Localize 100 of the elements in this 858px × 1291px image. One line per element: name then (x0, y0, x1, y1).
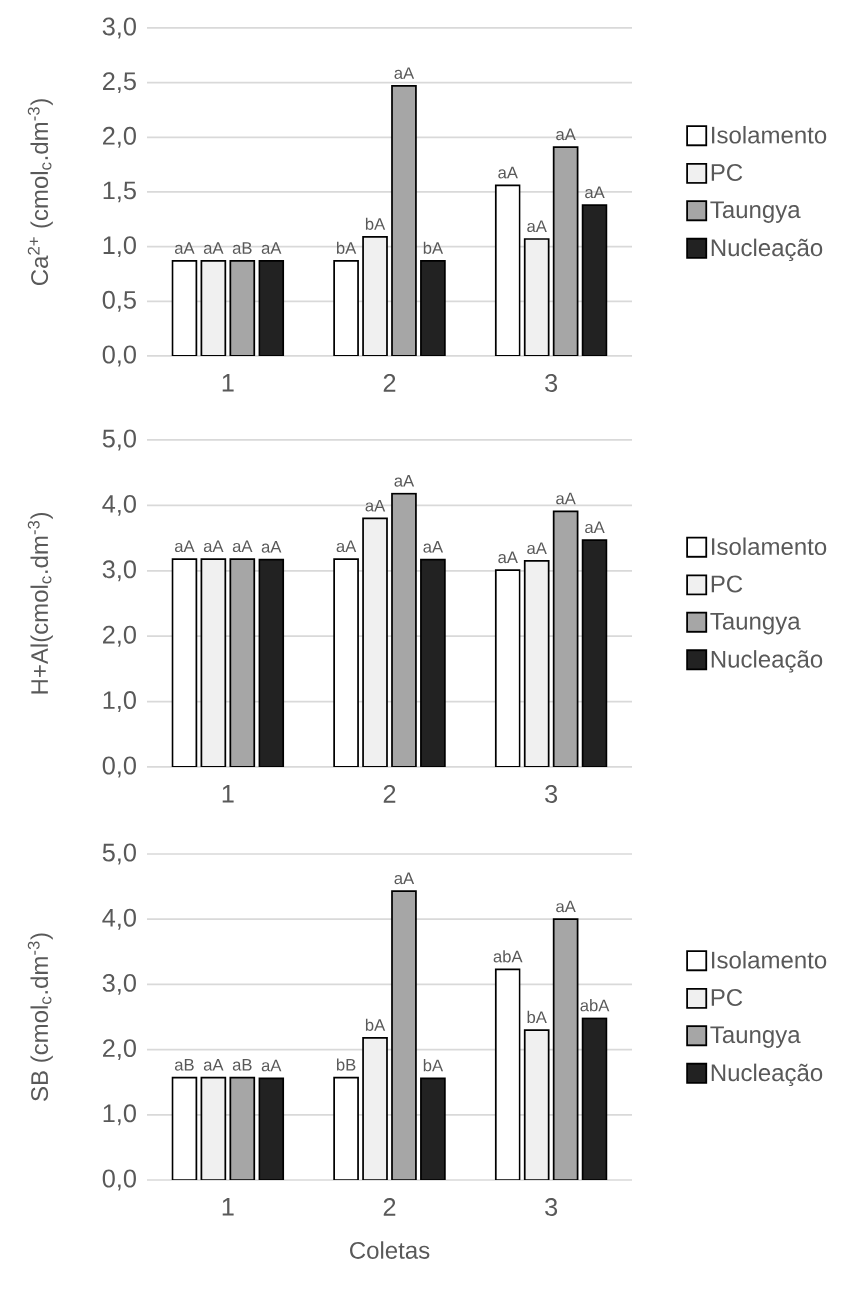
x-tick-label: 1 (222, 785, 234, 803)
bar (523, 238, 550, 356)
data-label: aA (527, 542, 547, 555)
bar (391, 492, 417, 767)
data-label: bA (527, 1010, 547, 1024)
bar (362, 235, 388, 356)
bar (552, 146, 579, 356)
data-label: aA (261, 1059, 282, 1072)
data-label: bA (365, 1018, 386, 1031)
x-tick-label: 1 (222, 374, 234, 392)
data-label: abA (493, 950, 523, 963)
bar (552, 510, 579, 767)
data-label: aA (394, 872, 415, 885)
data-label: bA (365, 217, 386, 230)
bar (391, 890, 417, 1180)
y-axis-title: H+Al(cmol$_{c}$.dm$^{-3}$) (27, 512, 53, 694)
bar (581, 539, 608, 767)
data-label: aB (174, 1059, 194, 1071)
y-tick-label: 1,0 (103, 236, 136, 258)
legend-label: PC (711, 989, 743, 1007)
bar (362, 1036, 388, 1180)
bar (229, 1076, 256, 1180)
bar (200, 1076, 227, 1180)
data-label: aA (556, 900, 576, 913)
y-tick-label: 2,0 (103, 1039, 136, 1061)
bar (258, 1077, 285, 1180)
y-tick-label: 0,0 (102, 1169, 136, 1191)
x-tick-label: 2 (383, 1198, 396, 1216)
y-tick-label: 1,0 (103, 1104, 136, 1126)
y-axis-title: SB (cmol$_{c}$.dm$^{-3}$) (27, 933, 53, 1101)
data-label: aA (365, 499, 386, 512)
bar (420, 558, 446, 767)
data-label: bA (423, 1059, 444, 1072)
data-label: aA (556, 128, 576, 141)
data-label: aA (203, 242, 224, 254)
legend-label: Taungya (710, 1026, 801, 1048)
x-tick-label: 3 (545, 785, 558, 803)
y-tick-label: 4,0 (102, 494, 136, 516)
bar (420, 260, 446, 356)
y-tick-label: 0,0 (102, 345, 136, 367)
bar (581, 1017, 608, 1180)
data-label: aA (203, 1059, 224, 1071)
data-label: aA (261, 242, 282, 254)
data-label: aA (336, 540, 357, 553)
data-label: aA (261, 541, 282, 553)
data-label: bA (423, 241, 444, 254)
bar (391, 85, 417, 356)
data-label: bB (336, 1058, 356, 1071)
legend-label: Taungya (710, 201, 801, 223)
data-label: aA (394, 67, 415, 80)
y-tick-label: 2,0 (103, 625, 136, 647)
legend-label: PC (711, 575, 743, 593)
data-label: aA (203, 540, 224, 553)
bar (229, 260, 256, 356)
legend-label: PC (711, 164, 743, 182)
bar (229, 558, 256, 767)
y-tick-label: 4,0 (102, 908, 136, 930)
y-tick-label: 1,0 (103, 691, 136, 713)
bar (420, 1077, 446, 1180)
data-label: aA (527, 220, 547, 233)
legend-label: Nucleação (711, 1063, 823, 1087)
bar (333, 558, 359, 767)
y-axis-title: Ca$^{2+}$ (cmol$_{c}$.dm$^{-3}$) (27, 99, 53, 286)
data-label: aB (232, 1059, 252, 1071)
bar (552, 918, 579, 1180)
data-label: bA (336, 241, 357, 254)
data-label: aA (394, 475, 415, 487)
y-tick-label: 2,0 (103, 126, 136, 148)
data-label: aA (174, 540, 195, 553)
y-tick-label: 2,5 (103, 72, 136, 94)
bar (258, 558, 285, 767)
y-tick-label: 5,0 (102, 429, 136, 451)
bar (171, 558, 198, 767)
legend-label: Isolamento (712, 950, 827, 969)
bar (200, 260, 227, 356)
bar (581, 204, 608, 356)
data-label: aA (498, 166, 518, 179)
bar (362, 517, 388, 767)
bar (523, 1029, 550, 1180)
x-tick-label: 2 (383, 374, 396, 392)
legend-label: Nucleação (711, 650, 823, 673)
x-tick-label: 3 (545, 374, 558, 392)
x-tick-label: 2 (383, 785, 396, 803)
data-label: aA (498, 551, 518, 564)
legend-label: Isolamento (712, 537, 827, 556)
y-tick-label: 3,0 (102, 17, 136, 39)
x-tick-label: 1 (222, 1198, 234, 1216)
data-label: abA (580, 999, 610, 1012)
bar (523, 560, 550, 767)
data-label: aB (232, 242, 252, 254)
data-label: aA (232, 540, 253, 553)
data-label: aA (174, 242, 195, 254)
x-axis-title: Coletas (350, 1241, 430, 1259)
y-tick-label: 0,5 (102, 290, 136, 312)
x-tick-label: 3 (545, 1198, 558, 1216)
bar (494, 569, 521, 767)
y-tick-label: 1,5 (103, 181, 136, 203)
legend-label: Taungya (710, 612, 801, 635)
data-label: aA (423, 541, 444, 553)
y-tick-label: 0,0 (102, 756, 136, 778)
